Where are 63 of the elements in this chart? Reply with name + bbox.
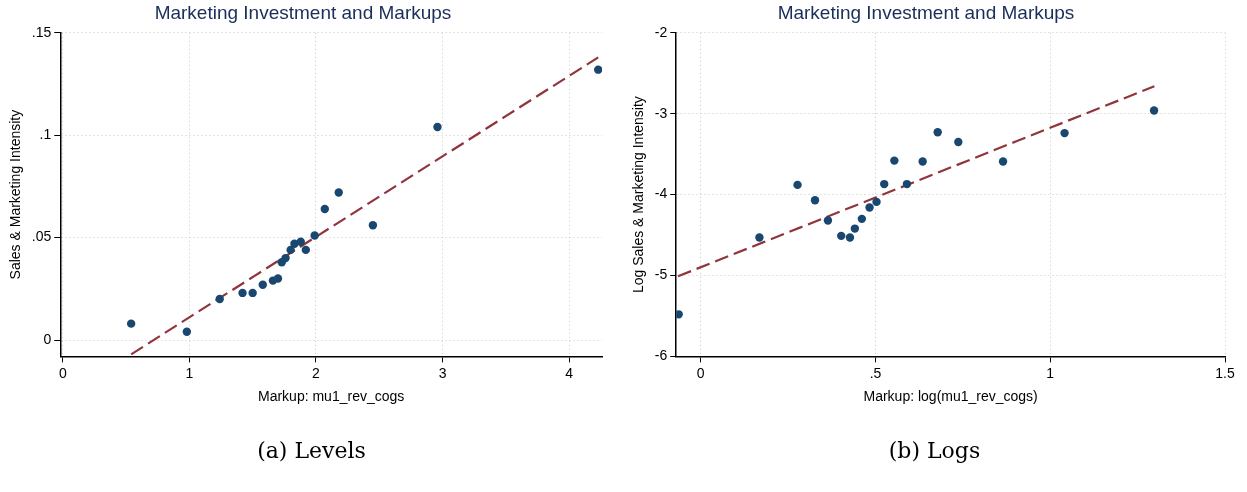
point [320,204,329,214]
y-axis-title: Sales & Marketing Intensity [7,109,24,280]
point [334,188,343,197]
x-tick-label: 4 [565,364,574,381]
point [890,156,899,165]
y-tick-label: .15 [31,23,52,40]
point [215,294,224,304]
point [594,65,602,74]
x-tick-label: 2 [312,364,321,381]
y-tick-label: -4 [654,185,668,202]
x-tick-label: 3 [438,364,447,381]
point [258,280,267,289]
y-tick-label: -3 [654,104,668,121]
x-tick-label: 0 [58,364,67,381]
x-tick-label: 0 [696,364,705,381]
point [182,327,192,337]
y-axis-title: Log Sales & Marketing Intensity [630,96,647,294]
y-tick-label: .1 [39,126,52,143]
chart-title: Marketing Investment and Markups [777,1,1075,23]
point [872,197,881,207]
point [845,233,855,242]
point [954,137,963,147]
point [273,274,283,283]
point [850,224,860,233]
text: (a) Levels [256,438,367,463]
point [823,216,833,225]
point [310,231,319,240]
point [880,179,889,189]
x-axis-title: Markup: mu1_rev_cogs [257,388,405,405]
point [998,157,1008,166]
point [857,214,867,224]
y-tick-label: -2 [654,23,668,40]
point [368,221,378,230]
y-tick-label: -6 [654,347,668,364]
point [238,288,247,298]
point [433,122,442,132]
point [296,237,305,246]
point [902,179,912,189]
y-tick-label: 0 [43,330,52,347]
point [865,203,874,212]
x-tick-label: 1.5 [1215,364,1235,381]
point [676,310,683,319]
point [281,253,290,263]
point [793,180,802,190]
point [810,196,820,205]
point [301,245,311,255]
point [248,288,257,298]
point [918,157,927,166]
point [1149,106,1159,115]
point [755,233,764,242]
y-tick-label: .05 [31,228,52,245]
x-axis-title: Markup: log(mu1_rev_cogs) [863,388,1038,405]
point [1060,128,1069,138]
chart-title: Marketing Investment and Markups [154,1,452,23]
y-tick-label: -5 [654,266,668,283]
x-tick-label: 1 [185,364,194,381]
point [933,128,942,137]
point [837,231,846,241]
x-tick-label: .5 [869,364,882,381]
point [286,245,295,255]
x-tick-label: 1 [1046,364,1055,381]
point [126,319,136,328]
text: (b) Logs [887,438,982,463]
